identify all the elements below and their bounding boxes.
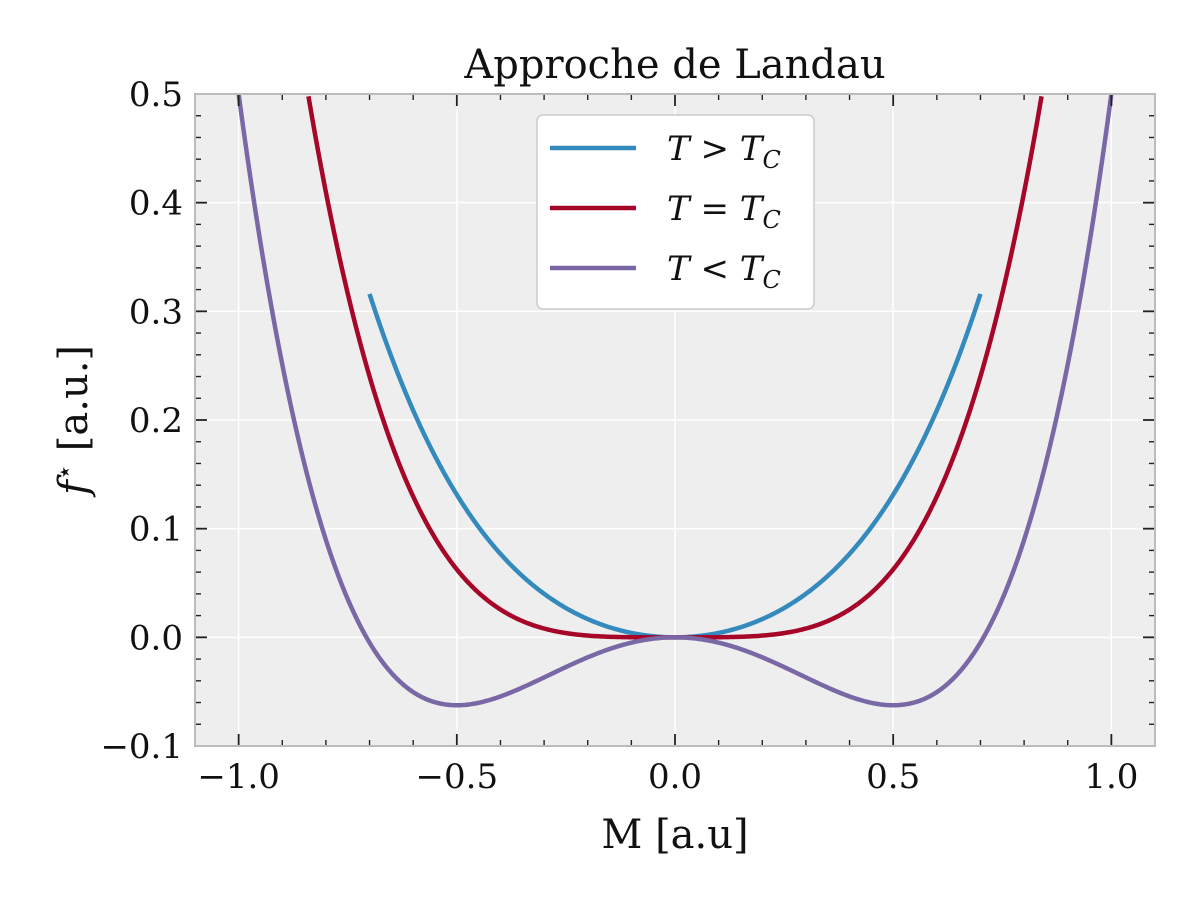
y-axis-label-sup: ⋆: [50, 464, 80, 480]
y-tick-label: 0.3: [129, 292, 183, 332]
chart-title: Approche de Landau: [463, 42, 885, 88]
y-tick-label: 0.2: [129, 401, 183, 441]
tick-labels: −1.0 −0.5 0.0 0.5 1.0 −0.1 0.0 0.1 0.2 0.3 0.4 0.5: [100, 75, 1138, 797]
series-layer: [236, 94, 1114, 708]
x-tick-label: 0.5: [866, 757, 920, 797]
y-axis-label: f⋆ [a.u.]: [50, 345, 97, 498]
y-tick-label: 0.1: [129, 510, 183, 550]
y-tick-label: 0.0: [129, 618, 183, 658]
y-tick-label: −0.1: [100, 727, 183, 767]
y-axis-label-unit: [a.u.]: [51, 345, 97, 464]
x-tick-label: 0.0: [648, 757, 702, 797]
legend-label-2: T = TC: [667, 189, 781, 234]
y-tick-label: 0.4: [129, 184, 183, 224]
x-axis-label: M [a.u]: [601, 812, 748, 858]
x-tick-label: −1.0: [197, 757, 280, 797]
x-tick-label: 1.0: [1084, 757, 1138, 797]
legend-label-1: T > TC: [667, 129, 781, 174]
plot-frame: [194, 93, 1156, 747]
x-tick-label: −0.5: [416, 757, 499, 797]
legend: T > TC T = TC T < TC: [536, 114, 815, 310]
series-line-3: [236, 94, 1114, 708]
legend-box: [536, 114, 815, 310]
y-tick-label: 0.5: [129, 75, 183, 115]
legend-label-3: T < TC: [667, 249, 781, 294]
